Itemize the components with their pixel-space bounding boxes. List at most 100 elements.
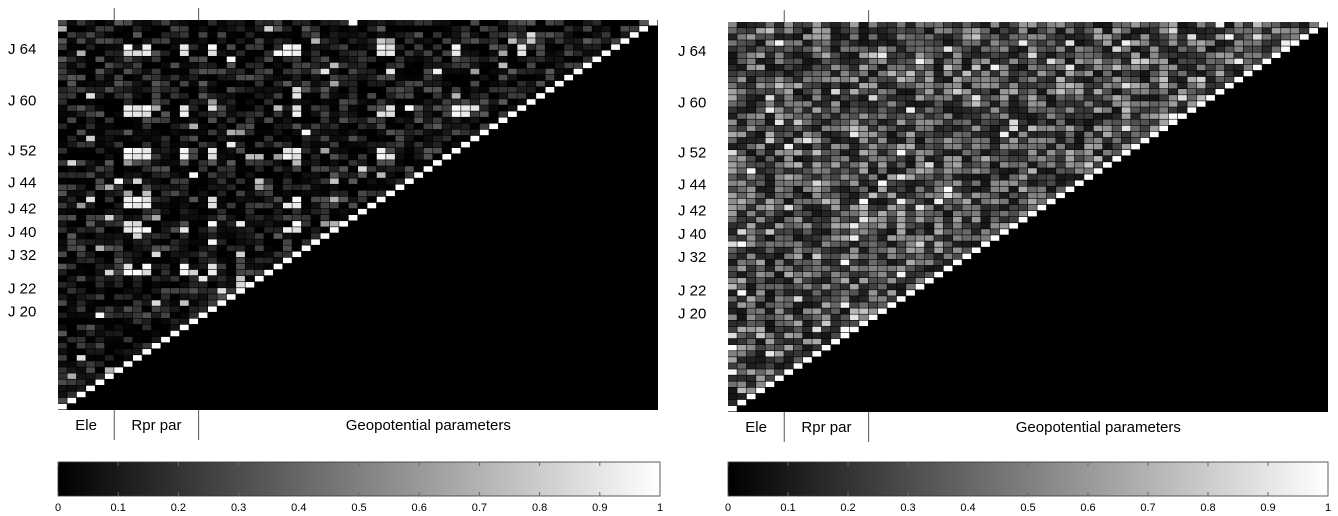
heatmap-cell <box>1028 89 1037 95</box>
heatmap-cell <box>264 135 274 142</box>
heatmap-cell <box>859 186 869 193</box>
heatmap-cell <box>906 89 915 95</box>
heatmap-cell <box>999 76 1009 83</box>
heatmap-cell <box>887 95 897 101</box>
heatmap-cell <box>840 180 850 186</box>
heatmap-cell <box>859 192 869 199</box>
heatmap-cell <box>765 259 775 266</box>
heatmap-cell <box>498 93 508 99</box>
heatmap-cell <box>793 58 803 65</box>
heatmap-cell <box>76 245 86 251</box>
heatmap-cell <box>114 208 124 215</box>
heatmap-cell <box>784 192 794 199</box>
heatmap-cell <box>1271 22 1281 28</box>
heatmap-cell <box>339 87 349 93</box>
heatmap-cell <box>311 154 320 160</box>
heatmap-cell <box>264 269 274 276</box>
heatmap-cell <box>1093 107 1103 113</box>
heatmap-cell <box>1196 58 1206 65</box>
heatmap-cell <box>95 172 105 178</box>
heatmap-cell <box>273 147 283 154</box>
heatmap-cell <box>517 44 527 50</box>
heatmap-cell <box>470 26 480 32</box>
heatmap-cell <box>915 58 925 65</box>
heatmap-cell <box>1046 162 1056 168</box>
heatmap-cell <box>859 241 869 247</box>
heatmap-cell <box>737 210 747 217</box>
heatmap-cell <box>746 107 756 113</box>
heatmap-cell <box>329 184 339 191</box>
heatmap-cell <box>812 174 822 180</box>
heatmap-cell <box>58 56 67 63</box>
heatmap-cell <box>737 247 747 253</box>
heatmap-cell <box>831 137 840 144</box>
heatmap-cell <box>906 64 915 71</box>
heatmap-cell <box>1084 174 1094 180</box>
heatmap-cell <box>161 190 170 197</box>
heatmap-cell <box>526 87 536 93</box>
heatmap-cell <box>924 229 934 235</box>
heatmap-cell <box>746 143 756 150</box>
heatmap-cell <box>142 257 152 264</box>
heatmap-cell <box>58 251 67 258</box>
heatmap-cell <box>264 221 274 227</box>
heatmap-cell <box>1056 34 1065 40</box>
heatmap-cell <box>990 58 1000 65</box>
heatmap-cell <box>264 227 274 233</box>
heatmap-cell <box>774 241 784 247</box>
heatmap-cell <box>198 44 208 50</box>
heatmap-cell <box>896 271 906 278</box>
heatmap-cell <box>451 32 461 38</box>
heatmap-cell <box>831 89 840 95</box>
heatmap-cell <box>161 324 170 331</box>
heatmap-cell <box>123 38 133 44</box>
heatmap-cell <box>208 282 217 288</box>
heatmap-cell <box>236 282 245 288</box>
heatmap-cell <box>924 180 934 186</box>
heatmap-cell <box>1253 34 1262 40</box>
heatmap-cell <box>1224 28 1234 34</box>
heatmap-cell <box>746 381 756 388</box>
heatmap-cell <box>179 117 189 123</box>
heatmap-cell <box>943 174 953 180</box>
heatmap-cell <box>887 89 897 95</box>
heatmap-cell <box>348 178 358 184</box>
heatmap-cell <box>737 156 747 162</box>
heatmap-cell <box>67 263 77 270</box>
heatmap-cell <box>1009 40 1019 46</box>
heatmap-cell <box>1103 82 1112 89</box>
heatmap-cell <box>793 204 803 211</box>
heatmap-cell <box>915 192 925 199</box>
heatmap-cell <box>1065 149 1075 156</box>
heatmap-cell <box>508 26 517 32</box>
heatmap-cell <box>1206 70 1215 77</box>
heatmap-cell <box>161 251 170 258</box>
heatmap-cell <box>1234 34 1244 40</box>
heatmap-cell <box>58 324 67 331</box>
heatmap-cell <box>831 113 840 119</box>
heatmap-cell <box>943 162 953 168</box>
heatmap-cell <box>104 367 114 373</box>
heatmap-cell <box>878 259 887 266</box>
heatmap-cell <box>765 149 775 156</box>
heatmap-cell <box>592 26 602 32</box>
heatmap-cell <box>283 215 292 221</box>
heatmap-cell <box>208 300 217 306</box>
heatmap-cell <box>990 174 1000 180</box>
heatmap-cell <box>756 247 765 253</box>
heatmap-cell <box>999 46 1009 52</box>
heatmap-cell <box>849 22 859 28</box>
heatmap-cell <box>1262 52 1272 58</box>
heatmap-cell <box>470 129 480 136</box>
heatmap-cell <box>161 312 170 318</box>
heatmap-cell <box>58 385 67 392</box>
heatmap-cell <box>1009 174 1019 180</box>
heatmap-cell <box>76 32 86 38</box>
heatmap-cell <box>170 269 180 276</box>
heatmap-cell <box>821 64 831 71</box>
heatmap-cell <box>320 154 330 160</box>
heatmap-cell <box>451 20 461 26</box>
heatmap-cell <box>1056 89 1065 95</box>
heatmap-cell <box>1103 101 1112 107</box>
